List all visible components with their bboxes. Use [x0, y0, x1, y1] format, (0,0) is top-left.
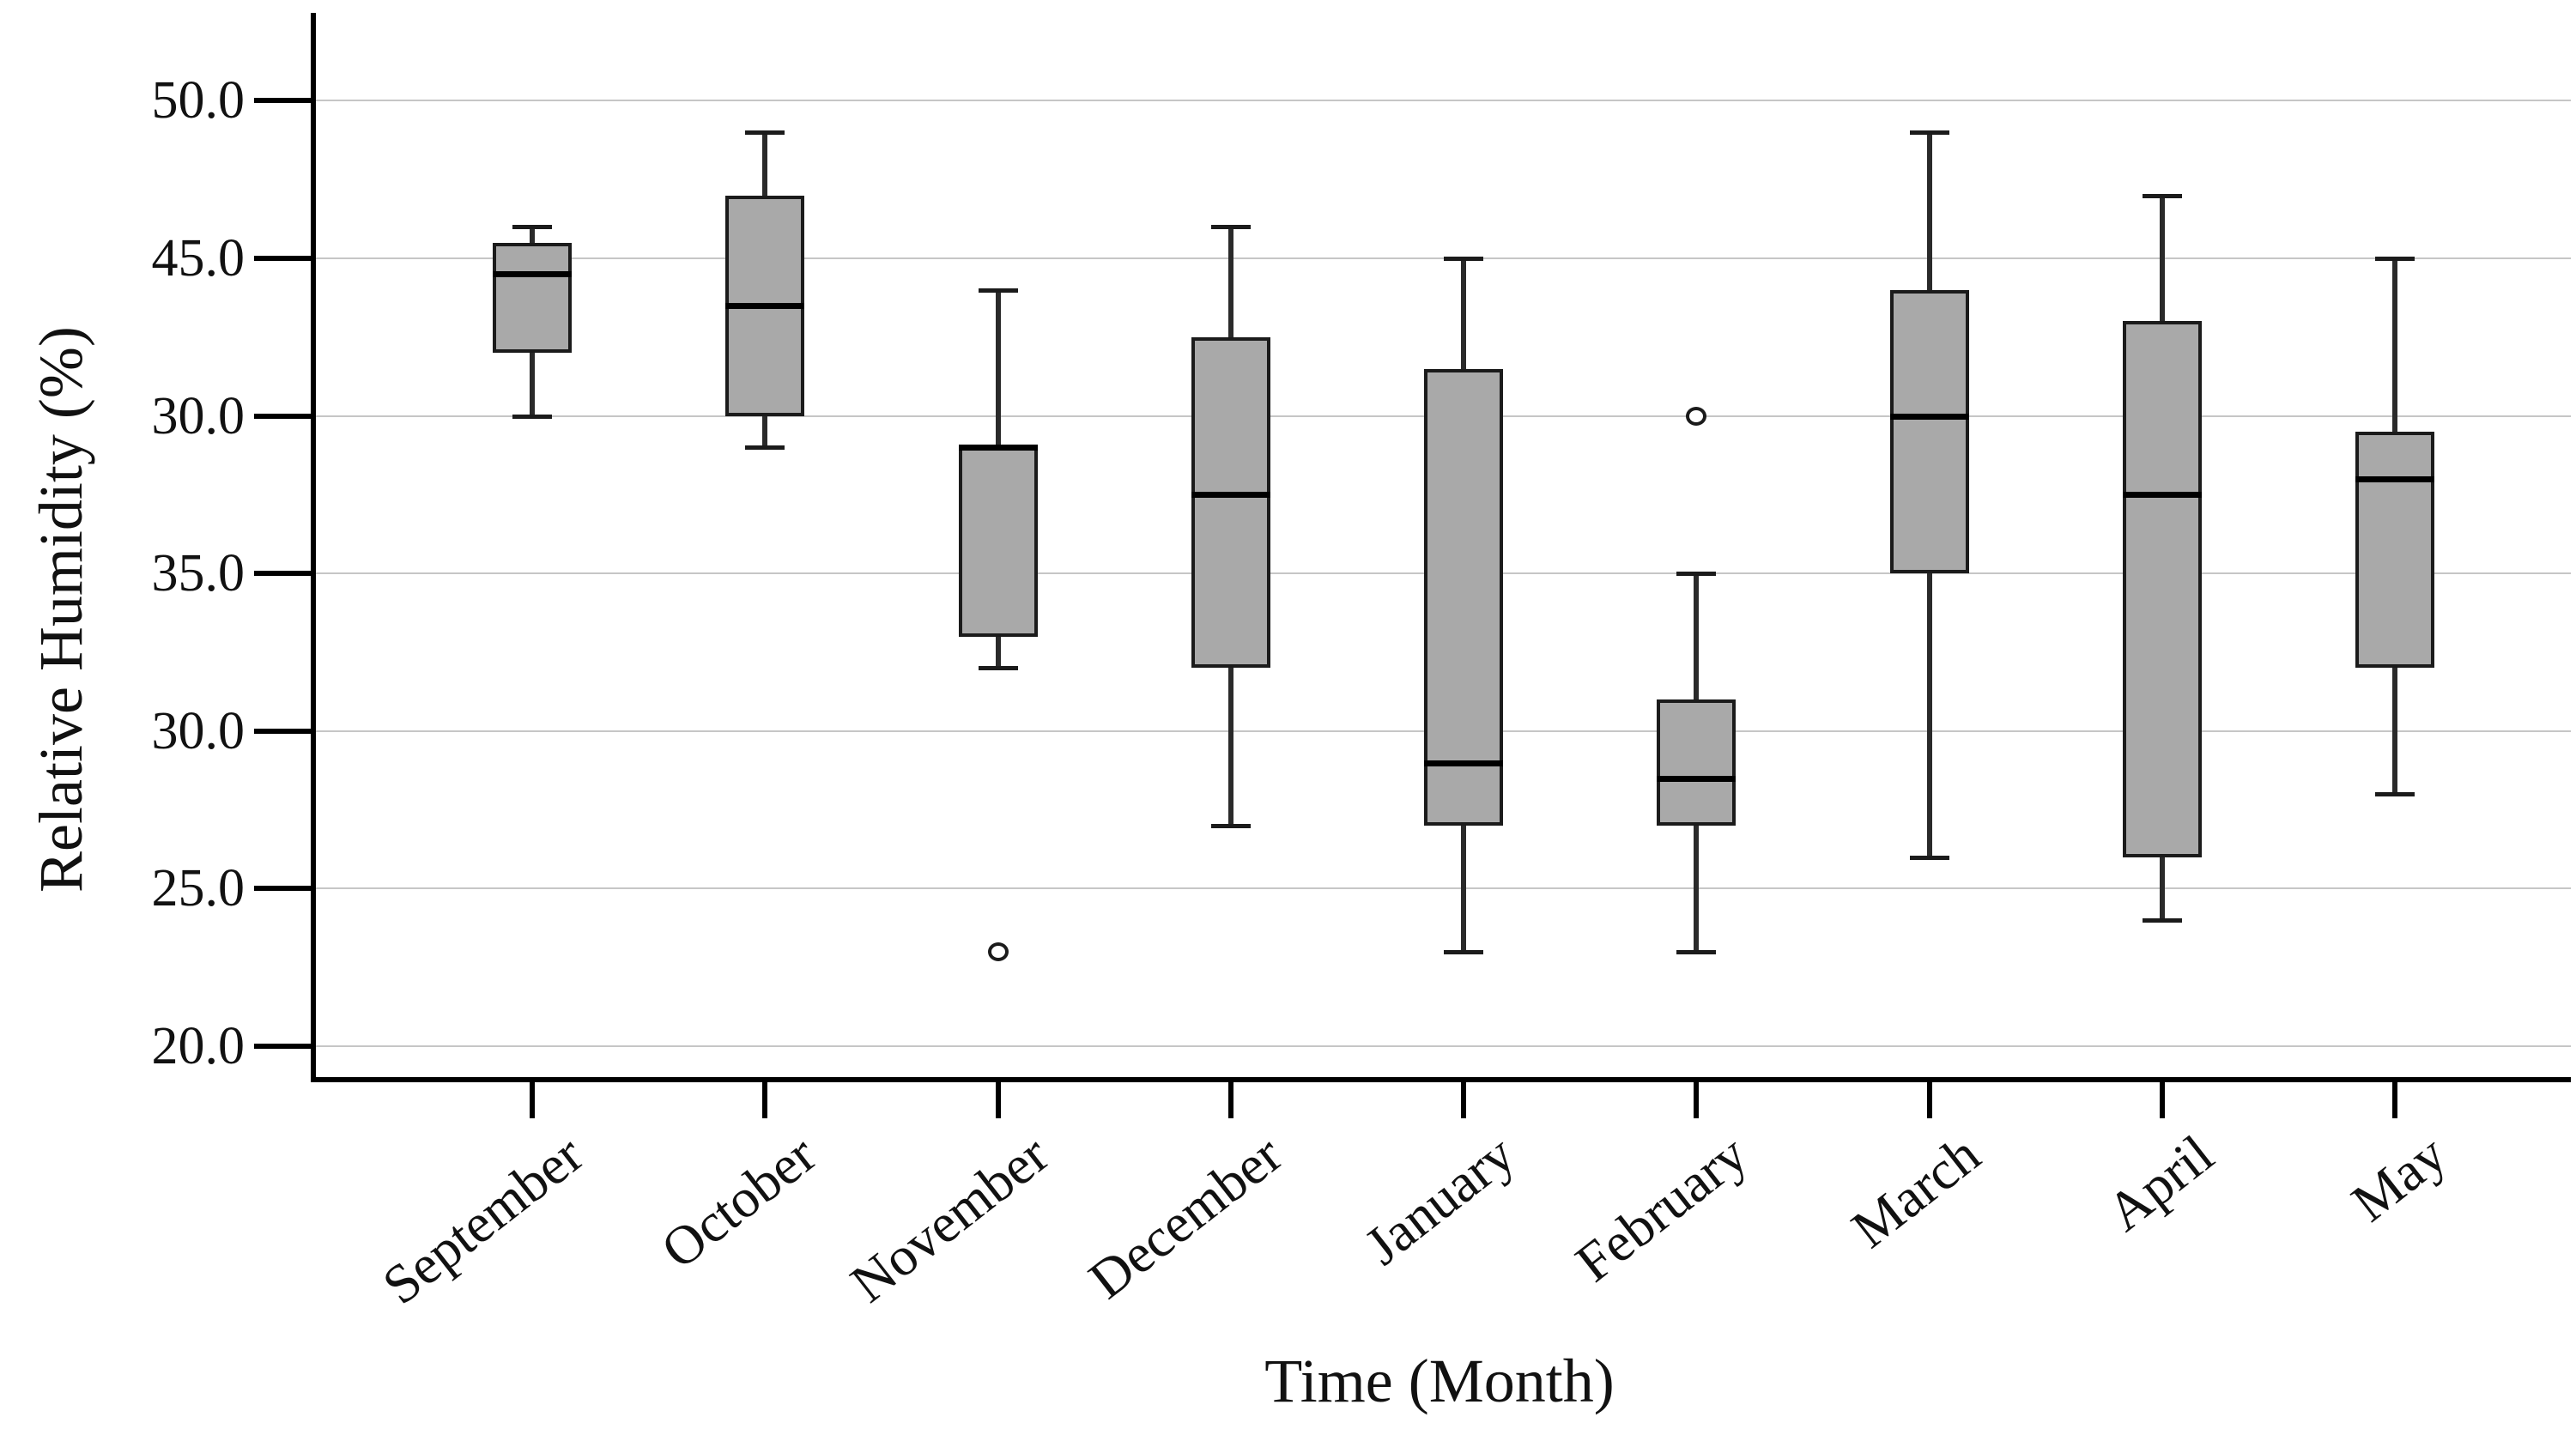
median-april: [2122, 492, 2202, 499]
x-tick-october: [762, 1082, 768, 1118]
whisker-cap-bottom-may: [2375, 792, 2415, 797]
whisker-cap-bottom-december: [1210, 823, 1251, 828]
whisker-cap-bottom-january: [1444, 949, 1483, 954]
whisker-cap-top-january: [1444, 257, 1483, 261]
x-tick-may: [2392, 1082, 2397, 1118]
gridline-20: [311, 1045, 2571, 1047]
outlier-november: [987, 942, 1009, 961]
gridline-45: [311, 257, 2571, 259]
box-january: [1424, 368, 1503, 826]
whisker-cap-top-october: [745, 130, 785, 136]
box-may: [2355, 431, 2434, 669]
x-axis-title: Time (Month): [1264, 1347, 1615, 1415]
box-december: [1191, 336, 1270, 669]
y-tick-50: [254, 98, 314, 104]
box-april: [2122, 321, 2202, 857]
gridline-25: [311, 887, 2571, 890]
y-tick-label: 45.0: [151, 229, 245, 288]
x-tick-november: [995, 1082, 1001, 1118]
x-tick-march: [1926, 1082, 1932, 1118]
y-tick-20: [254, 1044, 314, 1049]
whisker-cap-bottom-november: [978, 666, 1018, 671]
whisker-cap-top-february: [1676, 572, 1717, 577]
median-march: [1889, 413, 1969, 420]
whisker-cap-top-april: [2142, 193, 2182, 198]
box-february: [1657, 699, 1737, 826]
x-tick-label-december: December: [1077, 1123, 1294, 1311]
whisker-cap-bottom-february: [1676, 949, 1717, 954]
median-may: [2355, 476, 2434, 483]
whisker-cap-bottom-march: [1909, 855, 1949, 860]
x-tick-september: [530, 1082, 535, 1118]
y-tick-label: 50.0: [151, 71, 245, 130]
x-tick-january: [1461, 1082, 1466, 1118]
y-axis-line: [311, 13, 316, 1082]
gridline-50: [311, 100, 2571, 102]
whisker-cap-top-november: [978, 288, 1018, 293]
x-tick-label-february: February: [1564, 1123, 1759, 1293]
median-december: [1191, 492, 1270, 499]
y-tick-30: [254, 728, 314, 734]
x-tick-label-april: April: [2094, 1123, 2225, 1243]
x-tick-label-october: October: [650, 1123, 827, 1281]
median-october: [725, 303, 805, 310]
whisker-cap-bottom-october: [745, 445, 785, 451]
y-tick-label: 35.0: [151, 544, 245, 603]
box-september: [493, 242, 572, 354]
x-tick-label-march: March: [1840, 1123, 1991, 1260]
outlier-february: [1686, 406, 1707, 426]
whisker-cap-top-december: [1210, 225, 1251, 230]
y-tick-label: 20.0: [151, 1017, 245, 1075]
whisker-cap-bottom-april: [2142, 918, 2182, 923]
box-march: [1889, 289, 1969, 574]
whisker-cap-top-september: [512, 225, 552, 230]
median-february: [1657, 775, 1737, 782]
x-tick-february: [1694, 1082, 1700, 1118]
x-axis-line: [311, 1077, 2571, 1082]
x-tick-label-january: January: [1353, 1123, 1526, 1277]
box-november: [958, 447, 1038, 637]
y-tick-label: 30.0: [151, 386, 245, 445]
y-tick-45: [254, 256, 314, 261]
median-september: [493, 271, 572, 278]
whisker-cap-top-may: [2375, 257, 2415, 261]
y-tick-40: [254, 413, 314, 419]
x-tick-april: [2159, 1082, 2165, 1118]
whisker-cap-top-march: [1909, 130, 1949, 136]
x-tick-december: [1227, 1082, 1233, 1118]
median-november: [958, 445, 1038, 451]
x-tick-label-may: May: [2340, 1123, 2458, 1233]
x-tick-label-november: November: [839, 1123, 1060, 1315]
median-january: [1424, 760, 1503, 766]
whisker-cap-bottom-september: [512, 414, 552, 419]
y-tick-label: 25.0: [151, 859, 245, 918]
y-tick-25: [254, 886, 314, 892]
x-tick-label-september: September: [371, 1123, 595, 1317]
y-tick-label: 30.0: [151, 701, 245, 760]
y-tick-35: [254, 571, 314, 577]
